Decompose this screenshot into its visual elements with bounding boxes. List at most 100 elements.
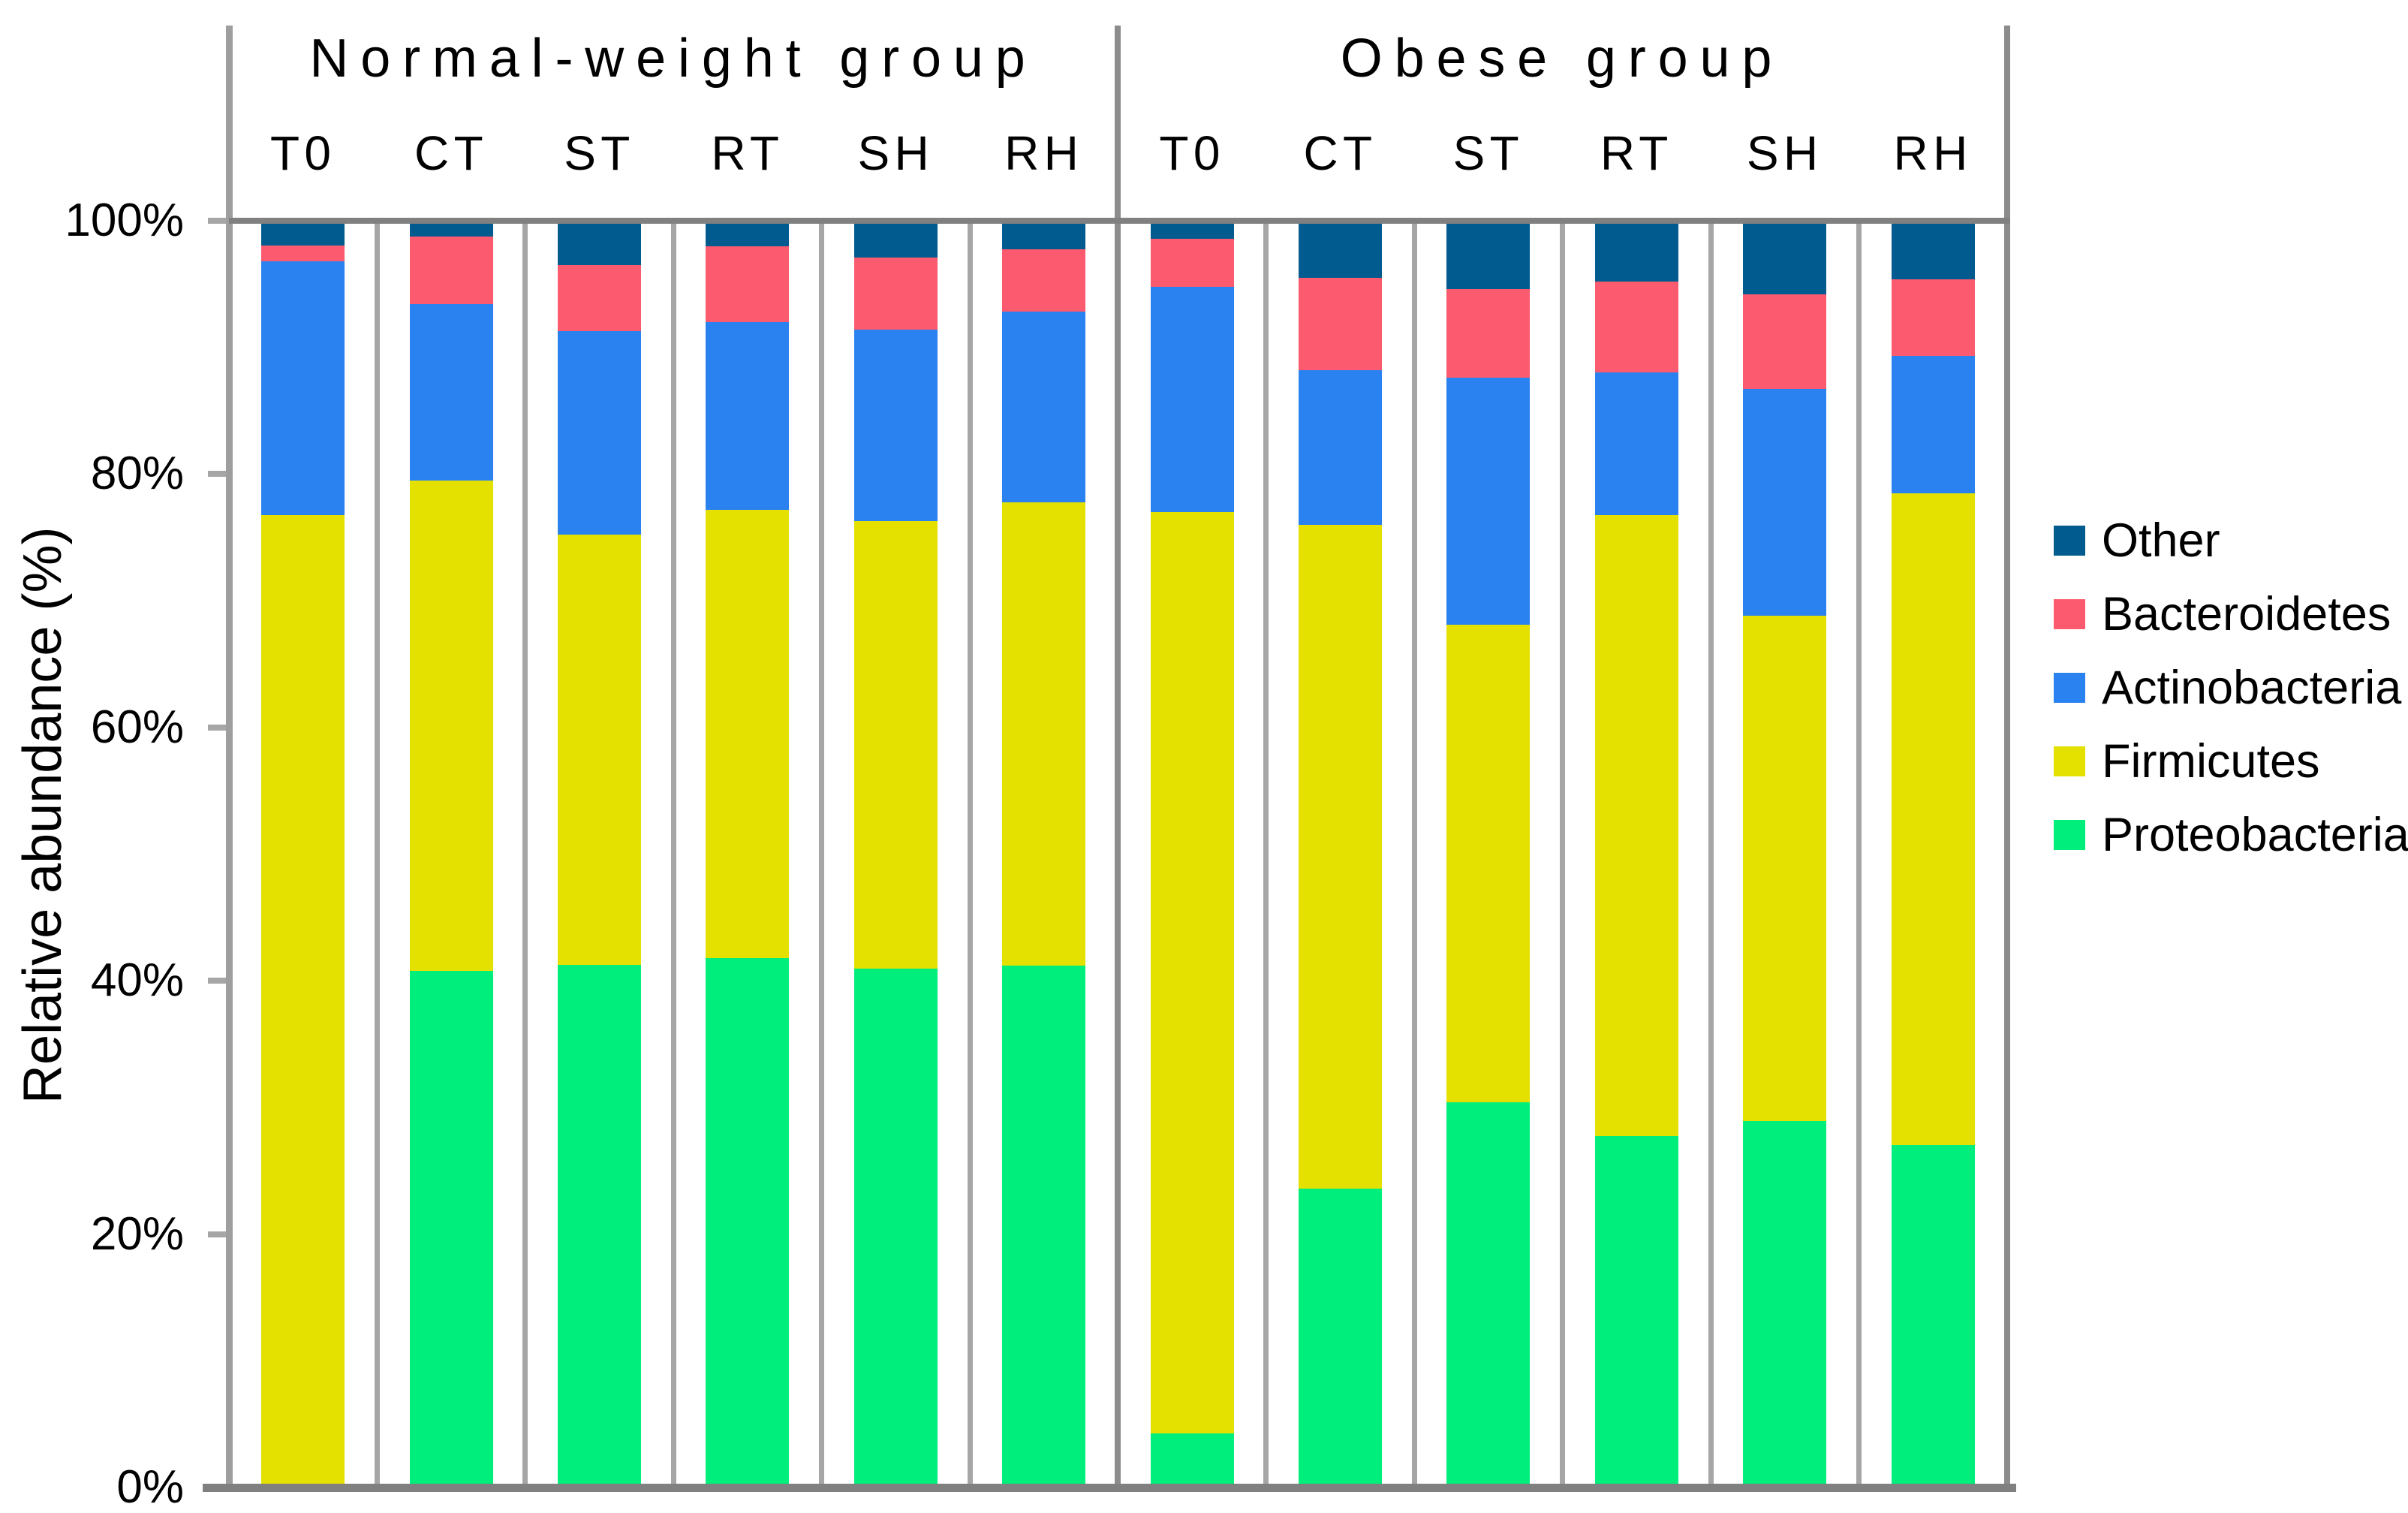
segment-proteobacteria <box>409 971 493 1484</box>
segment-firmicutes <box>1743 615 1827 1121</box>
segment-proteobacteria <box>706 958 790 1484</box>
column-label-normal-ST: ST <box>564 126 635 180</box>
segment-proteobacteria <box>1891 1144 1975 1484</box>
segment-firmicutes <box>261 514 345 1484</box>
group-header-obese: Obese group <box>1340 29 1784 89</box>
segment-bacteroidetes <box>853 258 938 330</box>
segment-bacteroidetes <box>1891 279 1975 357</box>
segment-actinobacteria <box>409 304 493 481</box>
segment-proteobacteria <box>1299 1189 1382 1484</box>
segment-firmicutes <box>1594 514 1678 1136</box>
segment-bacteroidetes <box>558 265 641 331</box>
segment-other <box>706 224 790 247</box>
column-label-normal-T0: T0 <box>269 126 336 180</box>
segment-proteobacteria <box>1150 1433 1234 1484</box>
column-label-normal-CT: CT <box>414 126 489 180</box>
top-100pct-line <box>229 218 2010 224</box>
segment-actinobacteria <box>1594 372 1678 515</box>
segment-other <box>1446 224 1531 290</box>
segment-proteobacteria <box>558 964 641 1484</box>
segment-actinobacteria <box>706 321 790 510</box>
segment-actinobacteria <box>558 330 641 535</box>
bar-obese-RH <box>1891 224 1975 1484</box>
legend-item-actinobacteria: Actinobacteria <box>2054 664 2401 712</box>
y-tick-label-20: 20% <box>90 1207 184 1260</box>
cell-separator <box>374 221 380 1492</box>
bar-normal-CT <box>409 224 493 1484</box>
column-label-obese-RT: RT <box>1600 126 1673 180</box>
legend-swatch-actinobacteria <box>2054 673 2085 703</box>
segment-other <box>1299 224 1382 279</box>
cell-separator <box>819 221 825 1492</box>
y-tick-label-40: 40% <box>90 954 184 1007</box>
segment-actinobacteria <box>1150 286 1234 513</box>
segment-firmicutes <box>1002 502 1086 966</box>
legend-swatch-bacteroidetes <box>2054 599 2085 629</box>
segment-proteobacteria <box>853 968 938 1484</box>
column-label-normal-RH: RH <box>1004 126 1084 180</box>
column-label-obese-RH: RH <box>1893 126 1973 180</box>
segment-other <box>409 224 493 237</box>
cell-separator <box>670 221 676 1492</box>
bar-obese-CT <box>1299 224 1382 1484</box>
y-tick-20 <box>208 1231 229 1237</box>
segment-bacteroidetes <box>409 236 493 305</box>
legend-item-proteobacteria: Proteobacteria <box>2054 811 2408 859</box>
bar-normal-T0 <box>261 224 345 1484</box>
y-tick-100 <box>208 218 229 224</box>
segment-other <box>1743 224 1827 294</box>
segment-firmicutes <box>1150 512 1234 1433</box>
bar-normal-ST <box>558 224 641 1484</box>
column-label-obese-SH: SH <box>1746 126 1823 180</box>
y-tick-label-60: 60% <box>90 701 184 753</box>
segment-firmicutes <box>1446 624 1531 1102</box>
bar-normal-SH <box>853 224 938 1484</box>
segment-bacteroidetes <box>1446 289 1531 378</box>
bar-obese-ST <box>1446 224 1531 1484</box>
legend-swatch-other <box>2054 526 2085 556</box>
segment-other <box>1594 224 1678 282</box>
segment-proteobacteria <box>1594 1135 1678 1484</box>
y-tick-60 <box>208 724 229 731</box>
y-tick-label-0: 0% <box>116 1461 184 1513</box>
segment-bacteroidetes <box>1150 239 1234 287</box>
cell-separator <box>1560 221 1566 1492</box>
column-label-obese-T0: T0 <box>1159 126 1225 180</box>
y-tick-40 <box>208 978 229 984</box>
segment-bacteroidetes <box>706 246 790 322</box>
segment-other <box>1891 224 1975 279</box>
segment-proteobacteria <box>1002 966 1086 1484</box>
segment-bacteroidetes <box>1299 278 1382 370</box>
cell-separator <box>1708 221 1714 1492</box>
segment-firmicutes <box>706 509 790 959</box>
cell-separator <box>1263 221 1269 1492</box>
segment-other <box>1002 224 1086 249</box>
group-header-normal: Normal-weight group <box>309 29 1037 89</box>
legend-label-proteobacteria: Proteobacteria <box>2102 808 2408 861</box>
column-label-obese-CT: CT <box>1303 126 1377 180</box>
segment-firmicutes <box>853 520 938 969</box>
segment-firmicutes <box>558 535 641 965</box>
legend-item-other: Other <box>2054 517 2220 565</box>
segment-firmicutes <box>1299 525 1382 1189</box>
legend-label-actinobacteria: Actinobacteria <box>2102 661 2402 714</box>
column-label-obese-ST: ST <box>1452 126 1525 180</box>
y-tick-label-80: 80% <box>90 448 184 500</box>
segment-actinobacteria <box>1299 369 1382 526</box>
plot-right-edge-line <box>2003 26 2010 1492</box>
legend-item-firmicutes: Firmicutes <box>2054 737 2320 785</box>
segment-actinobacteria <box>1891 356 1975 494</box>
segment-other <box>853 224 938 258</box>
bar-obese-RT <box>1594 224 1678 1484</box>
y-axis-line <box>226 26 233 1492</box>
legend-label-firmicutes: Firmicutes <box>2102 734 2320 788</box>
segment-firmicutes <box>409 481 493 972</box>
legend-swatch-proteobacteria <box>2054 820 2085 850</box>
segment-actinobacteria <box>261 261 345 515</box>
cell-separator <box>1411 221 1417 1492</box>
segment-proteobacteria <box>1743 1120 1827 1484</box>
segment-actinobacteria <box>1743 388 1827 616</box>
segment-bacteroidetes <box>1002 249 1086 312</box>
bar-normal-RH <box>1002 224 1086 1484</box>
